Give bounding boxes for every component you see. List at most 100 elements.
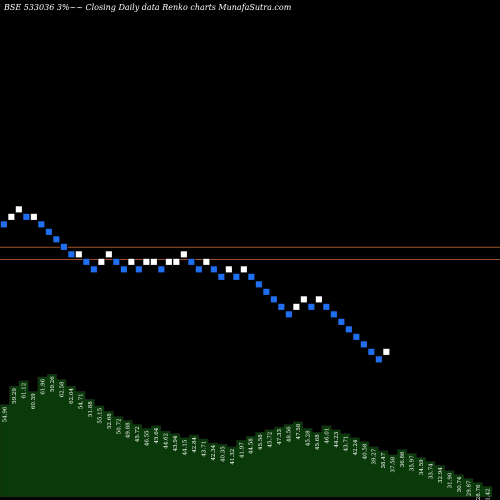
renko-brick-40 (300, 295, 308, 303)
volume-label-7: 62.04 (69, 388, 75, 404)
volume-label-6: 62.58 (60, 381, 66, 397)
volume-label-47: 31.90 (447, 472, 453, 488)
volume-label-44: 34.59 (419, 459, 425, 475)
renko-brick-9 (67, 250, 75, 258)
volume-label-24: 41.32 (230, 449, 236, 465)
renko-brick-39 (292, 303, 300, 311)
volume-label-21: 43.71 (201, 441, 207, 457)
volume-label-46: 32.94 (438, 467, 444, 483)
renko-brick-36 (270, 295, 278, 303)
volume-label-18: 43.94 (173, 435, 179, 451)
renko-bricks (0, 205, 390, 363)
renko-brick-12 (90, 265, 98, 273)
volume-label-16: 45.64 (154, 427, 160, 443)
renko-brick-50 (375, 355, 383, 363)
volume-label-42: 36.86 (400, 451, 406, 467)
volume-area (0, 373, 493, 498)
volume-label-45: 33.74 (429, 463, 435, 479)
volume-label-3: 60.39 (31, 393, 37, 409)
volume-label-37: 42.24 (353, 439, 359, 455)
renko-brick-51 (382, 348, 390, 356)
volume-label-14: 45.72 (135, 426, 141, 442)
volume-area-path (0, 373, 493, 498)
volume-label-23: 40.35 (220, 446, 226, 462)
renko-brick-45 (337, 318, 345, 326)
volume-label-31: 47.58 (296, 423, 302, 439)
renko-brick-25 (187, 258, 195, 266)
renko-brick-4 (30, 213, 38, 221)
renko-brick-7 (52, 235, 60, 243)
renko-brick-23 (172, 258, 180, 266)
volume-label-12: 50.72 (116, 419, 122, 435)
renko-brick-2 (15, 205, 23, 213)
renko-brick-6 (45, 228, 53, 236)
volume-label-10: 55.15 (97, 407, 103, 423)
renko-brick-20 (150, 258, 158, 266)
volume-label-40: 38.47 (381, 452, 387, 468)
renko-brick-16 (120, 265, 128, 273)
renko-brick-37 (277, 303, 285, 311)
volume-label-30: 48.56 (287, 426, 293, 442)
volume-label-29: 47.33 (277, 429, 283, 445)
volume-label-41: 37.58 (391, 456, 397, 472)
renko-brick-21 (157, 265, 165, 273)
volume-label-27: 45.58 (258, 434, 264, 450)
volume-label-49: 29.87 (466, 480, 472, 496)
chart-title: BSE 533036 3%~~ Closing Daily data Renko… (3, 3, 292, 12)
renko-brick-47 (352, 333, 360, 341)
renko-brick-8 (60, 243, 68, 251)
volume-label-25: 41.97 (239, 442, 245, 458)
renko-brick-30 (225, 265, 233, 273)
volume-label-20: 42.84 (192, 437, 198, 453)
renko-brick-32 (240, 265, 248, 273)
volume-label-32: 45.28 (306, 430, 312, 446)
renko-brick-5 (37, 220, 45, 228)
volume-label-1: 59.29 (12, 388, 18, 404)
renko-brick-29 (217, 273, 225, 281)
volume-label-35: 44.23 (334, 431, 340, 447)
volume-label-17: 44.62 (164, 433, 170, 449)
volume-label-51: 31.42 (485, 488, 491, 500)
volume-label-8: 54.71 (78, 393, 84, 409)
renko-brick-18 (135, 265, 143, 273)
volume-label-43: 35.97 (410, 455, 416, 471)
renko-brick-49 (367, 348, 375, 356)
volume-label-2: 61.12 (22, 383, 28, 399)
renko-brick-0 (0, 220, 8, 228)
volume-label-34: 46.01 (324, 428, 330, 444)
volume-label-11: 52.68 (107, 413, 113, 429)
renko-brick-41 (307, 303, 315, 311)
volume-label-4: 61.96 (41, 378, 47, 394)
renko-brick-13 (97, 258, 105, 266)
volume-label-50: 28.76 (476, 484, 482, 500)
renko-brick-33 (247, 273, 255, 281)
renko-brick-22 (165, 258, 173, 266)
volume-label-33: 45.68 (315, 434, 321, 450)
volume-label-39: 39.27 (372, 448, 378, 464)
renko-brick-28 (210, 265, 218, 273)
volume-label-13: 49.88 (126, 422, 132, 438)
renko-brick-34 (255, 280, 263, 288)
renko-brick-43 (322, 303, 330, 311)
volume-label-15: 46.55 (145, 430, 151, 446)
renko-brick-38 (285, 310, 293, 318)
renko-brick-24 (180, 250, 188, 258)
renko-brick-1 (7, 213, 15, 221)
renko-brick-15 (112, 258, 120, 266)
renko-brick-17 (127, 258, 135, 266)
renko-brick-44 (330, 310, 338, 318)
volume-label-48: 30.74 (457, 476, 463, 492)
volume-label-26: 44.58 (249, 438, 255, 454)
renko-brick-48 (360, 340, 368, 348)
renko-brick-19 (142, 258, 150, 266)
volume-label-9: 51.88 (88, 401, 94, 417)
volume-label-0: 54.96 (3, 406, 9, 422)
renko-brick-31 (232, 273, 240, 281)
renko-brick-42 (315, 295, 323, 303)
renko-brick-14 (105, 250, 113, 258)
volume-label-22: 42.34 (211, 444, 217, 460)
renko-brick-35 (262, 288, 270, 296)
volume-label-5: 59.26 (50, 376, 56, 392)
